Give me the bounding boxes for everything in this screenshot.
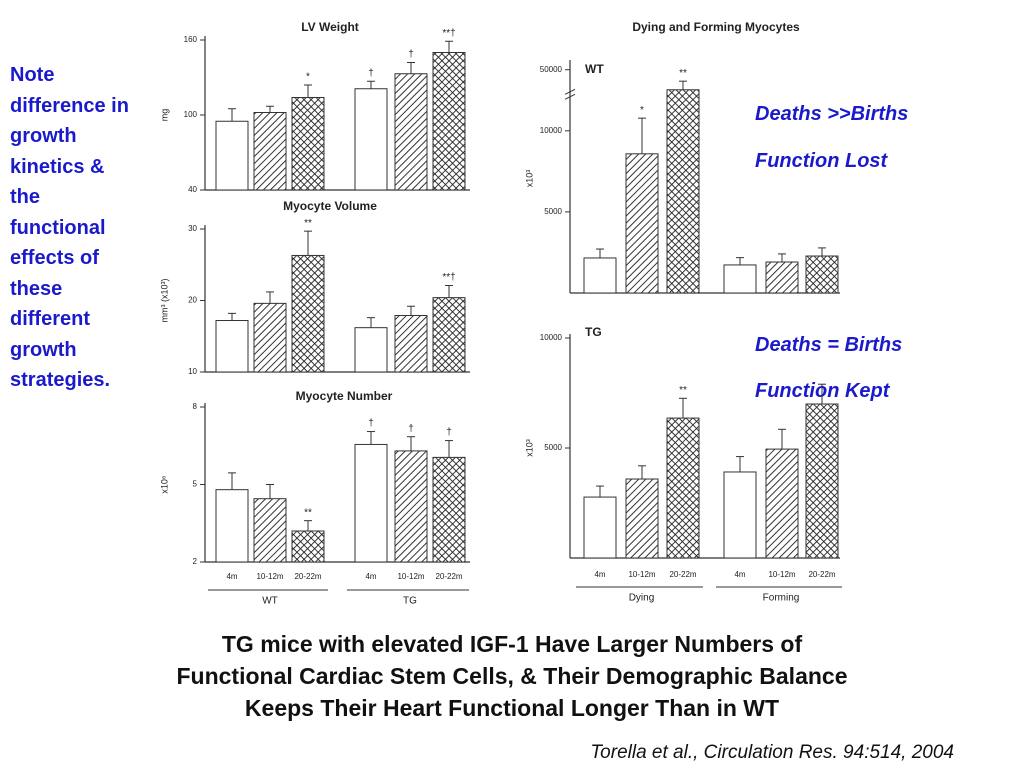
bar <box>394 73 428 191</box>
bar <box>723 264 757 294</box>
x-tick-label: 10-12m <box>768 570 795 579</box>
y-tick-label: 10 <box>188 367 197 376</box>
bar <box>432 297 466 373</box>
x-tick-label: 4m <box>226 572 237 581</box>
bar <box>805 403 839 559</box>
significance-symbol: ** <box>679 385 687 396</box>
x-tick-label: 20-22m <box>669 570 696 579</box>
bar <box>625 153 659 294</box>
annotation: Deaths >>Births <box>755 103 909 125</box>
bar <box>215 320 249 373</box>
x-tick-label: 10-12m <box>256 572 283 581</box>
y-tick-label: 160 <box>184 35 198 44</box>
bar <box>354 443 388 563</box>
annotation: Deaths = Births <box>755 334 903 356</box>
y-tick-label: 30 <box>188 224 197 233</box>
y-tick-label: 20 <box>188 296 197 305</box>
caption-line: TG mice with elevated IGF-1 Have Larger … <box>221 631 803 657</box>
x-tick-label: 20-22m <box>435 572 462 581</box>
chart-title: Myocyte Volume <box>283 199 377 213</box>
bar <box>354 88 388 191</box>
significance-symbol: † <box>446 427 452 438</box>
annotation: Function Lost <box>755 150 888 172</box>
y-axis-label: x10³ <box>524 170 534 188</box>
significance-symbol: **† <box>442 272 455 283</box>
panel-label: TG <box>585 325 602 339</box>
significance-symbol: † <box>408 423 414 434</box>
group-label: Dying <box>629 593 655 604</box>
bar <box>765 261 799 294</box>
axis-break <box>564 88 576 100</box>
annotation: Function Kept <box>755 380 890 402</box>
y-tick-label: 40 <box>188 185 197 194</box>
y-tick-label: 10000 <box>540 333 563 342</box>
caption-line: Functional Cardiac Stem Cells, & Their D… <box>176 663 848 689</box>
bar <box>291 254 325 373</box>
bar <box>666 89 700 294</box>
caption-line: Keeps Their Heart Functional Longer Than… <box>244 695 780 721</box>
significance-symbol: * <box>306 72 310 83</box>
caption: TG mice with elevated IGF-1 Have Larger … <box>0 628 1024 724</box>
y-axis-label: mg <box>159 109 169 122</box>
bar <box>394 450 428 563</box>
bar <box>723 471 757 559</box>
bar <box>215 489 249 563</box>
x-tick-label: 4m <box>594 570 605 579</box>
group-label: WT <box>262 596 278 607</box>
bar <box>215 120 249 191</box>
chart-title: LV Weight <box>301 20 359 34</box>
bar <box>253 302 287 373</box>
y-tick-label: 8 <box>193 402 198 411</box>
x-tick-label: 4m <box>734 570 745 579</box>
significance-symbol: **† <box>442 28 455 39</box>
bar <box>625 478 659 559</box>
y-tick-label: 100 <box>184 110 198 119</box>
bar <box>354 327 388 373</box>
x-tick-label: 20-22m <box>294 572 321 581</box>
y-tick-label: 5 <box>193 480 198 489</box>
y-tick-label: 5000 <box>544 207 562 216</box>
y-tick-label: 5000 <box>544 443 562 452</box>
y-tick-label: 50000 <box>540 65 563 74</box>
significance-symbol: * <box>640 105 644 116</box>
bar <box>253 112 287 191</box>
note: Note difference in growth kinetics & the… <box>10 64 129 391</box>
bar <box>394 315 428 373</box>
group-label: Forming <box>763 593 800 604</box>
bar <box>253 498 287 563</box>
bar <box>805 255 839 294</box>
x-tick-label: 20-22m <box>808 570 835 579</box>
bar <box>765 448 799 559</box>
x-tick-label: 10-12m <box>628 570 655 579</box>
y-tick-label: 2 <box>193 557 198 566</box>
significance-symbol: † <box>408 49 414 60</box>
y-tick-label: 10000 <box>540 126 563 135</box>
significance-symbol: † <box>368 68 374 79</box>
bar <box>666 417 700 559</box>
y-axis-label: x10⁶ <box>159 475 169 494</box>
significance-symbol: ** <box>679 68 687 79</box>
group-label: TG <box>403 596 417 607</box>
chart-title: Myocyte Number <box>296 389 393 403</box>
bar <box>291 97 325 191</box>
significance-symbol: ** <box>304 507 312 518</box>
bar <box>291 530 325 563</box>
bar <box>432 456 466 563</box>
significance-symbol: ** <box>304 218 312 229</box>
y-axis-label: mm³ (x10³) <box>159 279 169 323</box>
bar <box>583 257 617 294</box>
y-axis-label: x10³ <box>524 439 534 457</box>
panel-label: WT <box>585 62 604 76</box>
citation: Torella et al., Circulation Res. 94:514,… <box>590 742 954 763</box>
x-tick-label: 4m <box>365 572 376 581</box>
significance-symbol: † <box>368 418 374 429</box>
bar <box>583 496 617 559</box>
chart-title: Dying and Forming Myocytes <box>632 20 800 34</box>
x-tick-label: 10-12m <box>397 572 424 581</box>
bar <box>432 52 466 191</box>
